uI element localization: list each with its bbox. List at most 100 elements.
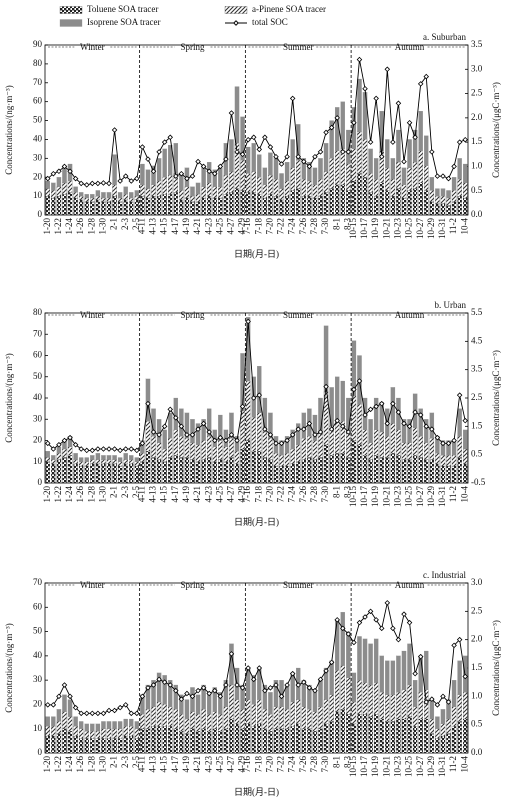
bar-segment [90,738,95,754]
legend-label: a-Pinene SOA tracer [252,4,326,14]
soc-marker [345,631,352,637]
bar-segment [184,438,190,458]
bar-segment [412,455,418,484]
x-tick-label: 10-19 [370,756,380,777]
x-tick-label: 4-25 [214,218,224,235]
bar-segment [212,186,217,199]
bar-segment [323,192,329,216]
bar-segment [379,402,384,433]
bar-segment [95,459,101,464]
bar-segment [156,672,162,703]
x-tick-label: 7-24 [287,218,297,235]
bar-segment [184,718,190,734]
bar-segment [195,201,201,216]
bar-segment [218,459,223,484]
soc-marker [100,180,107,186]
bar-segment [268,412,273,439]
soc-marker [78,710,84,717]
bar-segment [334,376,340,420]
x-tick-label: 4-15 [159,486,169,503]
bar-segment [101,197,106,202]
bar-segment [435,716,440,729]
bar-segment [440,440,446,456]
bar-segment [212,461,217,484]
bar-segment [168,726,173,754]
soc-marker [61,163,68,170]
bar-segment [340,665,345,710]
bar-segment [373,638,379,683]
bar-segment [51,463,56,484]
bar-segment [435,203,440,216]
soc-marker [351,386,357,393]
bar-segment [95,453,101,460]
bar-segment [407,139,412,168]
bar-segment [340,612,345,666]
soc-marker [401,420,407,427]
soc-marker [256,146,263,153]
bar-segment [340,380,345,422]
bar-segment [312,731,318,754]
bar-segment [234,451,240,464]
bar-segment [312,440,318,460]
bar-segment [429,201,435,216]
bar-segment [418,111,423,151]
bar-segment [401,718,407,754]
bar-segment [368,148,373,174]
bar-segment [284,453,290,467]
bar-segment [357,404,362,445]
x-tick-label: 1-24 [64,486,74,503]
soc-marker [217,163,224,170]
bar-segment [290,167,295,191]
soc-marker [173,415,179,421]
bar-segment [62,457,67,484]
bar-segment [418,436,423,458]
x-tick-label: 10-23 [392,218,402,239]
x-tick-label: 7-28 [309,218,319,235]
bar-segment [134,461,140,467]
bar-segment [368,173,373,193]
bar-segment [307,728,312,754]
bar-segment [78,728,84,739]
bar-segment [312,197,318,216]
soc-marker [61,682,68,688]
x-tick-label: 7-24 [287,486,297,503]
bar-segment [201,197,206,216]
x-tick-label: 10-15 [348,756,358,777]
soc-marker [228,432,235,438]
bar-segment [245,440,251,484]
bar-segment [123,463,128,484]
bar-segment [156,726,162,754]
bar-segment [45,461,50,484]
bar-segment [440,735,446,754]
bar-segment [368,192,373,216]
y-axis-title: Concentrations/(ng·m⁻³) [4,85,14,174]
bar-segment [206,182,212,197]
bar-segment [407,419,412,443]
soc-marker [117,447,123,454]
bar-segment [162,461,167,484]
bar-segment [329,120,334,159]
bar-segment [346,457,351,484]
bar-segment [301,438,307,460]
bar-segment [424,190,429,216]
x-tick-label: 11-2 [448,218,458,234]
bar-segment [140,728,145,754]
soc-marker [406,423,413,430]
x-tick-label: 7-30 [320,486,330,503]
bar-segment [385,694,390,722]
soc-marker [440,440,446,447]
soc-marker [456,636,463,643]
bar-segment [379,655,384,693]
x-tick-label: 10-17 [359,486,369,507]
bar-segment [234,436,240,452]
bar-segment [73,459,78,464]
soc-marker [217,434,224,441]
bar-segment [412,726,418,754]
x-tick-label: 1-24 [64,756,74,773]
bar-segment [296,461,301,484]
bar-segment [168,457,173,484]
legend-label: Isoprene SOA tracer [87,17,160,27]
season-label: Summer [283,42,314,52]
bar-segment [312,167,318,185]
x-tick-label: 10-31 [437,756,447,777]
